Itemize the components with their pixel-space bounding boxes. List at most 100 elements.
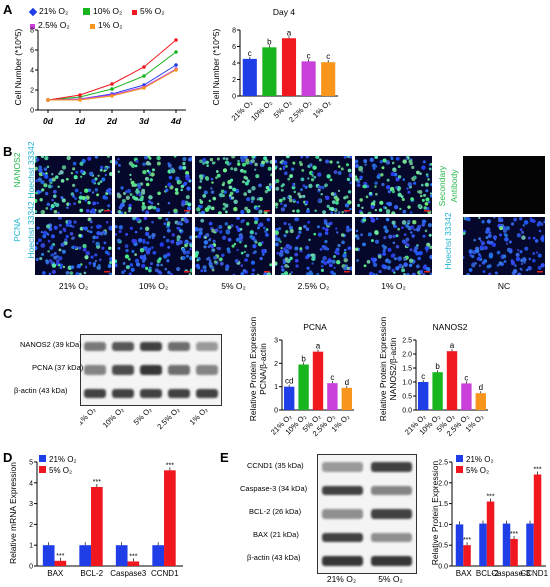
cell-nucleus bbox=[240, 158, 246, 163]
cell-nucleus bbox=[361, 206, 364, 210]
cross-marker-icon bbox=[30, 24, 35, 29]
cell-nucleus bbox=[167, 245, 171, 249]
bar-d-y-tick-label: 3 bbox=[29, 501, 33, 508]
cell-nucleus bbox=[132, 195, 136, 199]
cell-nucleus bbox=[48, 259, 53, 263]
cell-nucleus bbox=[163, 222, 167, 226]
cell-nucleus bbox=[66, 206, 69, 209]
cell-nucleus bbox=[429, 192, 432, 195]
blot-e-band bbox=[371, 485, 412, 496]
cell-nucleus bbox=[336, 251, 340, 256]
cell-nucleus bbox=[322, 255, 327, 261]
cell-nucleus bbox=[115, 224, 118, 229]
cell-nucleus bbox=[307, 220, 311, 224]
cell-nucleus bbox=[397, 227, 401, 231]
cell-nucleus bbox=[71, 225, 75, 228]
cell-nucleus bbox=[210, 177, 214, 181]
cell-nucleus bbox=[79, 161, 84, 166]
bar-a-bar bbox=[301, 61, 316, 96]
cell-nucleus bbox=[150, 201, 154, 205]
cell-nucleus bbox=[66, 156, 71, 161]
cell-nucleus bbox=[289, 256, 293, 261]
nc-label-hoechst: Hoechst 33342 bbox=[443, 212, 453, 270]
cell-nucleus bbox=[335, 227, 338, 230]
cell-nucleus bbox=[104, 167, 108, 171]
cell-nucleus bbox=[128, 272, 132, 275]
cell-nucleus bbox=[40, 252, 45, 257]
cell-nucleus bbox=[236, 217, 240, 221]
cell-nucleus bbox=[349, 156, 352, 159]
cell-nucleus bbox=[532, 252, 536, 256]
cell-nucleus bbox=[344, 203, 350, 208]
cell-nucleus bbox=[276, 252, 279, 255]
cell-nucleus bbox=[189, 268, 192, 273]
cell-nucleus bbox=[324, 231, 329, 236]
cell-nucleus bbox=[48, 178, 53, 183]
cell-nucleus bbox=[199, 159, 203, 164]
nanos2-tile bbox=[115, 156, 192, 214]
cell-nucleus bbox=[233, 199, 238, 205]
cell-nucleus bbox=[222, 207, 226, 211]
protein-bar-chart: 0.0 0.5 1.0 1.5 2.0 2.5 *** BAX *** BCL-2 *** Caspa… bbox=[438, 455, 549, 578]
cell-nucleus bbox=[331, 200, 336, 205]
scale-bar bbox=[264, 271, 270, 273]
cell-nucleus bbox=[39, 256, 43, 261]
cell-nucleus bbox=[398, 263, 403, 269]
cell-nucleus bbox=[47, 184, 52, 189]
cell-nucleus bbox=[524, 246, 529, 251]
cell-nucleus bbox=[289, 174, 294, 178]
panel-label-d: D bbox=[3, 450, 13, 465]
cell-nucleus bbox=[219, 192, 224, 198]
line-a-x-tick-label: 4d bbox=[170, 116, 182, 126]
cell-nucleus bbox=[202, 158, 207, 163]
cell-nucleus bbox=[463, 231, 466, 236]
cell-nucleus bbox=[47, 250, 50, 253]
cell-nucleus bbox=[499, 233, 502, 237]
cell-nucleus bbox=[180, 217, 185, 222]
bar-e-bar bbox=[486, 501, 495, 566]
cell-nucleus bbox=[67, 219, 72, 225]
cell-nucleus bbox=[478, 217, 481, 220]
cell-nucleus bbox=[493, 217, 496, 219]
cell-nucleus bbox=[278, 198, 283, 203]
cell-nucleus bbox=[95, 235, 99, 239]
bar-d-sig-mark: *** bbox=[129, 553, 137, 560]
cell-nucleus bbox=[101, 208, 104, 212]
cell-nucleus bbox=[151, 246, 154, 249]
cell-nucleus bbox=[336, 160, 340, 164]
bar-e-sig-mark: *** bbox=[510, 531, 518, 538]
cell-nucleus bbox=[333, 170, 338, 175]
cell-nucleus bbox=[157, 202, 160, 206]
cell-nucleus bbox=[167, 211, 171, 214]
bar-e-bar bbox=[510, 538, 518, 566]
cell-nucleus bbox=[331, 259, 336, 264]
cell-nucleus bbox=[174, 187, 179, 192]
cell-nucleus bbox=[129, 226, 133, 230]
cell-nucleus bbox=[45, 224, 51, 229]
cell-nucleus bbox=[421, 222, 425, 227]
cell-nucleus bbox=[186, 250, 191, 255]
cell-nucleus bbox=[488, 254, 494, 259]
bar-c2-sig-letter: b bbox=[435, 362, 440, 371]
cell-nucleus bbox=[242, 268, 247, 273]
cell-nucleus bbox=[227, 179, 232, 185]
cell-nucleus bbox=[527, 266, 532, 271]
cell-nucleus bbox=[52, 194, 57, 199]
cell-nucleus bbox=[537, 265, 542, 270]
pcna-tile bbox=[355, 217, 432, 275]
cell-nucleus bbox=[147, 235, 152, 239]
cell-nucleus bbox=[166, 259, 170, 263]
cell-nucleus bbox=[374, 181, 378, 185]
mrna-bar-chart: 0 1 2 3 4 5 *** BAX *** BCL-2 *** Caspase3 *** CCND1 2… bbox=[29, 455, 183, 578]
bar-d-bar bbox=[54, 560, 67, 566]
cell-nucleus bbox=[292, 209, 295, 213]
cell-nucleus bbox=[384, 206, 388, 210]
cell-nucleus bbox=[405, 237, 410, 242]
cell-nucleus bbox=[469, 254, 473, 257]
cell-nucleus bbox=[471, 255, 475, 259]
cell-nucleus bbox=[312, 165, 317, 170]
cell-nucleus bbox=[508, 240, 512, 244]
cell-nucleus bbox=[52, 189, 57, 194]
cell-nucleus bbox=[210, 244, 214, 249]
cell-nucleus bbox=[250, 200, 254, 203]
